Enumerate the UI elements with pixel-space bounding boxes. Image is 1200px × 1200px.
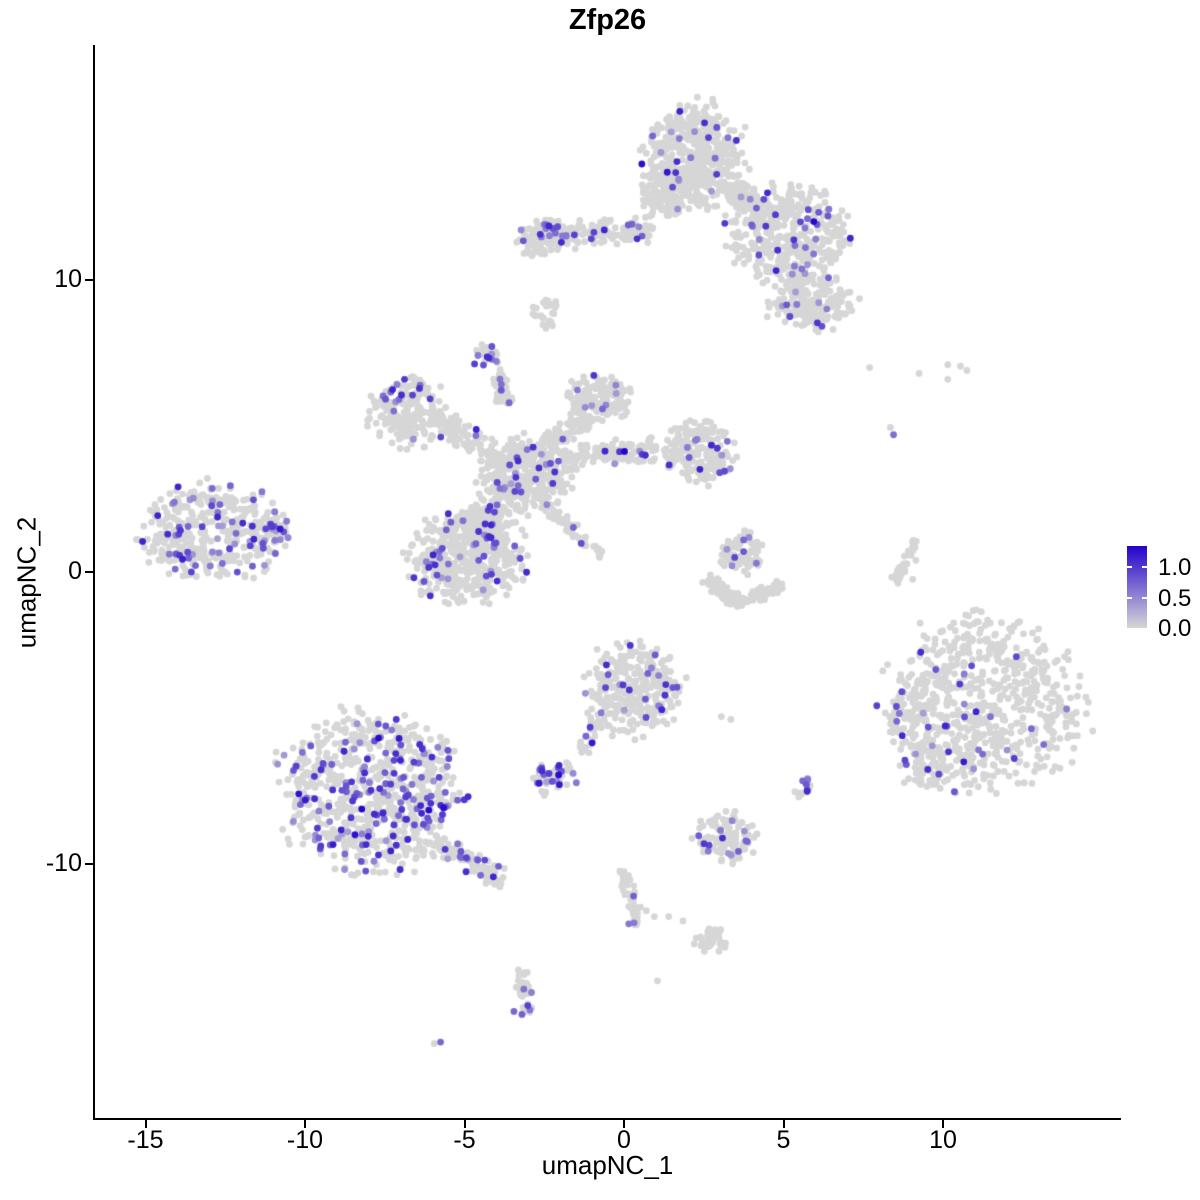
x-tick-label: 5	[776, 1126, 791, 1154]
plot-panel	[95, 45, 1120, 1118]
x-axis-line	[93, 1118, 1121, 1120]
colorbar-legend: 1.0 0.5 0.0	[1127, 546, 1191, 641]
x-tick-label: -10	[286, 1126, 324, 1154]
plot-title: Zfp26	[568, 4, 647, 36]
colorbar-tick-mark	[1127, 596, 1132, 599]
scatter-points-canvas	[95, 45, 1120, 1118]
y-tick-label: -10	[45, 849, 82, 877]
colorbar-gradient	[1127, 546, 1147, 628]
y-tick-label: 0	[68, 557, 82, 585]
x-tick-mark	[304, 1120, 306, 1128]
y-tick-mark	[85, 279, 93, 281]
x-tick-mark	[623, 1120, 625, 1128]
y-tick-mark	[85, 571, 93, 573]
colorbar-tick-mark	[1142, 566, 1147, 569]
legend-tick-label: 1.0	[1158, 554, 1192, 582]
y-axis-line	[93, 45, 95, 1120]
x-tick-label: 10	[929, 1126, 957, 1154]
x-tick-label: 0	[617, 1126, 631, 1154]
y-tick-mark	[85, 863, 93, 865]
x-tick-label: -15	[127, 1126, 164, 1154]
colorbar-tick-mark	[1127, 566, 1132, 569]
y-tick-label: 10	[54, 265, 82, 293]
colorbar-tick-mark	[1142, 596, 1147, 599]
x-tick-label: -5	[453, 1126, 476, 1154]
legend-tick-label: 0.5	[1158, 584, 1192, 612]
x-tick-mark	[463, 1120, 466, 1128]
legend-tick-label: 0.0	[1158, 615, 1192, 642]
x-tick-mark	[942, 1120, 944, 1128]
x-tick-mark	[782, 1120, 785, 1128]
x-tick-mark	[144, 1120, 147, 1128]
x-axis-title: umapNC_1	[541, 1150, 674, 1180]
